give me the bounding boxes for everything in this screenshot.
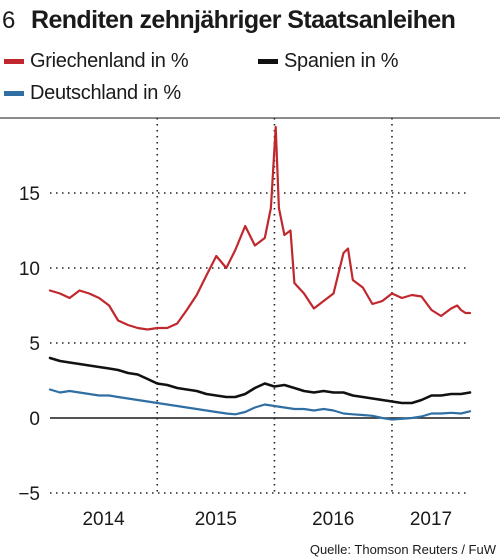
chart-header: 6 Renditen zehnjähriger Staatsanleihen	[0, 6, 500, 38]
x-tick-label: 2015	[195, 509, 237, 530]
y-tick-label: 15	[19, 184, 40, 205]
legend-label-griechenland: Griechenland in %	[30, 50, 189, 72]
series-line-spanien	[48, 356, 472, 405]
legend-label-deutschland: Deutschland in %	[30, 82, 181, 104]
legend-swatch-deutschland	[4, 91, 24, 96]
legend-label-spanien: Spanien in %	[284, 50, 399, 72]
figure-number: 6	[2, 7, 16, 34]
x-tick-label: 2017	[410, 509, 452, 530]
legend: Griechenland in % Spanien in % Deutschla…	[0, 50, 500, 112]
legend-item-griechenland: Griechenland in %	[4, 50, 189, 73]
x-tick-labels: 2014 2015 2016 2017	[82, 509, 452, 530]
y-tick-label: 5	[29, 334, 40, 355]
x-tick-label: 2016	[312, 509, 354, 530]
series-line-griechenland	[48, 125, 472, 331]
legend-swatch-griechenland	[4, 59, 24, 64]
chart-title: Renditen zehnjähriger Staatsanleihen	[31, 6, 456, 34]
series-lines	[48, 125, 472, 421]
y-tick-label: −5	[18, 484, 40, 505]
x-tick-label: 2014	[82, 509, 125, 530]
legend-swatch-spanien	[258, 59, 278, 64]
legend-item-spanien: Spanien in %	[258, 50, 399, 73]
y-tick-label: 10	[19, 259, 40, 280]
y-tick-labels: −5 0 5 10 15	[18, 184, 40, 505]
y-tick-label: 0	[29, 409, 40, 430]
legend-item-deutschland: Deutschland in %	[4, 82, 181, 105]
source-note: Quelle: Thomson Reuters / FuW	[309, 542, 496, 557]
grid	[50, 118, 470, 494]
series-line-deutschland	[48, 388, 472, 421]
